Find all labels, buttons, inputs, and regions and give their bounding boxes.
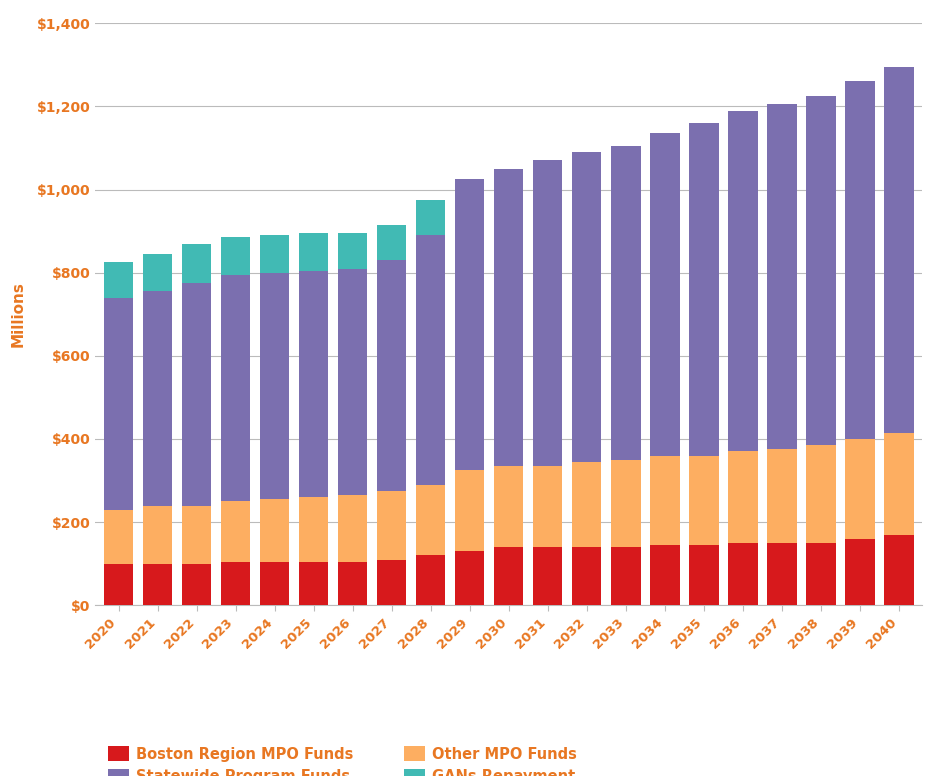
Bar	[143, 292, 172, 505]
Bar	[182, 505, 211, 563]
Bar	[260, 499, 289, 562]
Bar	[495, 466, 523, 547]
Bar	[806, 543, 836, 605]
Bar	[143, 505, 172, 563]
Bar	[377, 559, 406, 605]
Bar	[456, 551, 484, 605]
Bar	[182, 244, 211, 283]
Bar	[143, 254, 172, 292]
Bar	[689, 456, 719, 545]
Bar	[534, 466, 562, 547]
Bar	[573, 547, 601, 605]
Bar	[806, 445, 836, 543]
Bar	[377, 491, 406, 559]
Bar	[338, 562, 367, 605]
Bar	[377, 225, 406, 260]
Bar	[456, 179, 484, 470]
Bar	[299, 271, 328, 497]
Bar	[573, 152, 601, 462]
Bar	[611, 459, 641, 547]
Bar	[728, 543, 758, 605]
Bar	[573, 462, 601, 547]
Bar	[299, 497, 328, 562]
Bar	[182, 283, 211, 505]
Bar	[143, 563, 172, 605]
Bar	[104, 262, 133, 298]
Bar	[806, 96, 836, 445]
Bar	[650, 133, 680, 456]
Bar	[104, 298, 133, 510]
Bar	[689, 545, 719, 605]
Bar	[845, 81, 875, 439]
Bar	[221, 562, 250, 605]
Legend: Boston Region MPO Funds, Statewide Program Funds, Other MPO Funds, GANs Repaymen: Boston Region MPO Funds, Statewide Progr…	[103, 740, 583, 776]
Bar	[260, 235, 289, 272]
Bar	[611, 547, 641, 605]
Bar	[221, 501, 250, 562]
Bar	[221, 237, 250, 275]
Bar	[495, 547, 523, 605]
Bar	[338, 234, 367, 268]
Bar	[728, 110, 758, 452]
Bar	[650, 545, 680, 605]
Bar	[845, 539, 875, 605]
Bar	[221, 275, 250, 501]
Bar	[767, 449, 797, 543]
Bar	[417, 556, 445, 605]
Bar	[728, 452, 758, 543]
Bar	[299, 562, 328, 605]
Bar	[182, 563, 211, 605]
Bar	[338, 495, 367, 562]
Bar	[260, 562, 289, 605]
Bar	[845, 439, 875, 539]
Bar	[884, 535, 914, 605]
Bar	[884, 433, 914, 535]
Bar	[417, 200, 445, 235]
Bar	[534, 547, 562, 605]
Bar	[611, 146, 641, 459]
Bar	[650, 456, 680, 545]
Bar	[260, 272, 289, 499]
Bar	[104, 563, 133, 605]
Bar	[417, 235, 445, 485]
Bar	[338, 268, 367, 495]
Bar	[767, 543, 797, 605]
Bar	[767, 104, 797, 449]
Bar	[884, 67, 914, 433]
Y-axis label: Millions: Millions	[10, 282, 26, 347]
Bar	[299, 234, 328, 271]
Bar	[689, 123, 719, 456]
Bar	[417, 485, 445, 556]
Bar	[534, 161, 562, 466]
Bar	[456, 470, 484, 551]
Bar	[377, 260, 406, 491]
Bar	[495, 169, 523, 466]
Bar	[104, 510, 133, 563]
